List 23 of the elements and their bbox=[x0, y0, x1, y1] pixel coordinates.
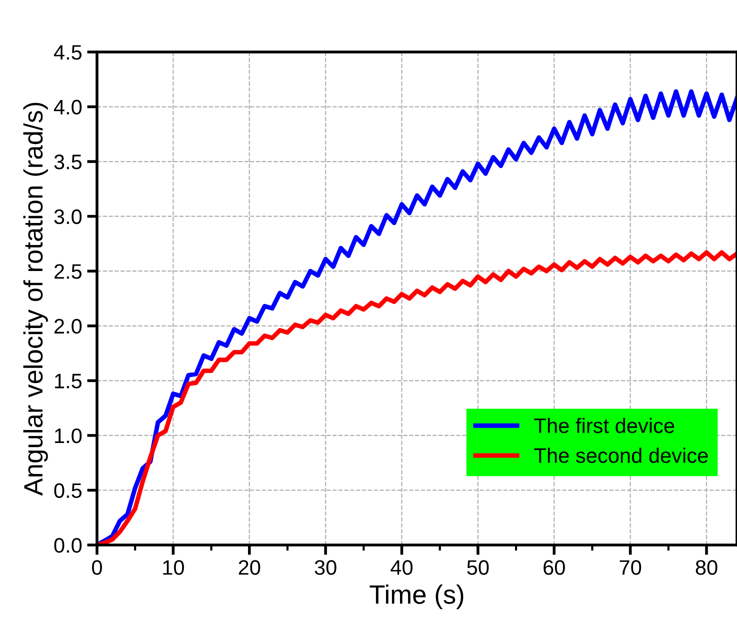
legend-label: The first device bbox=[534, 418, 674, 434]
x-tick-label: 40 bbox=[390, 560, 413, 575]
legend-label: The second device bbox=[534, 448, 708, 463]
x-tick-label: 10 bbox=[163, 560, 184, 575]
x-tick-label: 60 bbox=[544, 560, 565, 575]
y-tick-label: 0.0 bbox=[54, 538, 82, 553]
x-tick-label: 80 bbox=[696, 560, 718, 575]
x-tick-label: 0 bbox=[92, 560, 102, 575]
y-tick-label: 2.0 bbox=[54, 318, 82, 334]
y-tick-label: 0.5 bbox=[54, 483, 82, 498]
x-tick-label: 50 bbox=[467, 560, 489, 575]
x-axis-title: Time (s) bbox=[370, 584, 464, 610]
y-tick-label: 1.5 bbox=[55, 374, 82, 388]
y-axis-title: Angular velocity of rotation (rad/s) bbox=[23, 102, 48, 496]
y-tick-label: 4.5 bbox=[54, 45, 82, 60]
y-tick-label: 1.0 bbox=[55, 428, 82, 444]
y-tick-label: 4.0 bbox=[54, 100, 82, 115]
y-tick-label: 3.5 bbox=[54, 154, 82, 170]
x-tick-label: 70 bbox=[620, 560, 642, 575]
x-tick-label: 30 bbox=[314, 560, 336, 575]
y-tick-label: 2.5 bbox=[54, 264, 82, 279]
x-tick-label: 20 bbox=[238, 560, 260, 575]
y-tick-label: 3.0 bbox=[54, 209, 82, 224]
